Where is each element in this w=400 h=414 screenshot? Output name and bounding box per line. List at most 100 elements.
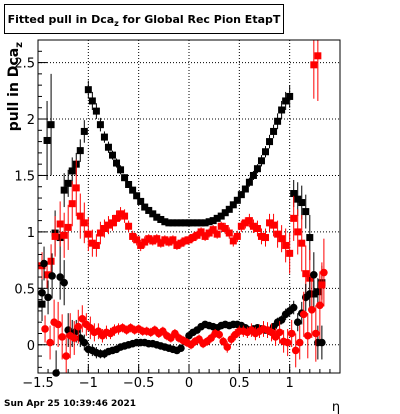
data-point — [205, 229, 213, 237]
series-3 — [38, 246, 326, 377]
data-point — [43, 136, 51, 144]
data-point — [161, 218, 169, 226]
y-axis-title: pull in Dcaz — [6, 42, 25, 131]
data-point — [209, 217, 217, 225]
data-point — [40, 259, 48, 268]
y-tick-label: 2 — [27, 113, 35, 128]
data-point — [145, 235, 153, 243]
data-point — [44, 293, 52, 302]
data-point — [125, 180, 133, 188]
data-point — [78, 315, 87, 323]
data-point — [266, 138, 274, 146]
data-point — [177, 219, 185, 227]
data-point — [141, 238, 149, 246]
data-point — [217, 212, 225, 220]
data-point — [310, 61, 318, 69]
data-point — [121, 174, 129, 182]
series-4 — [41, 238, 328, 373]
data-point — [145, 206, 153, 214]
data-point — [306, 234, 314, 242]
data-point — [249, 171, 257, 179]
data-point — [80, 219, 88, 227]
data-point — [149, 210, 157, 218]
data-point — [316, 301, 324, 310]
x-tick-label: −1 — [79, 376, 98, 391]
data-point — [312, 329, 320, 338]
data-point — [189, 219, 197, 227]
data-point — [197, 228, 205, 236]
y-tick-label: 0 — [27, 339, 35, 354]
data-point — [137, 197, 145, 205]
chart-title: Fitted pull in Dcaz for Global Rec Pion … — [5, 13, 283, 28]
data-point — [223, 343, 232, 351]
data-point — [318, 338, 326, 347]
data-point — [193, 219, 201, 227]
series-2 — [38, 40, 326, 308]
data-point — [221, 209, 229, 217]
data-point — [209, 226, 217, 234]
data-point — [286, 92, 294, 100]
data-point — [193, 231, 201, 239]
data-point — [213, 214, 221, 222]
data-point — [290, 190, 298, 198]
data-point — [257, 232, 265, 240]
data-point — [165, 219, 173, 227]
data-point — [257, 157, 265, 165]
x-tick-label: 0 — [185, 376, 193, 391]
y-tick-label: 1 — [27, 226, 35, 241]
data-point — [96, 229, 104, 237]
data-point — [299, 310, 308, 319]
data-point — [278, 106, 286, 114]
chart-title-rest: for Global Rec Pion EtapT — [118, 13, 281, 26]
data-point — [161, 236, 169, 244]
data-point — [229, 201, 237, 209]
data-point — [133, 192, 141, 200]
data-point — [303, 331, 312, 340]
data-point — [294, 228, 302, 236]
data-point — [104, 221, 112, 229]
data-point — [173, 219, 181, 227]
data-point — [51, 232, 59, 240]
data-point — [241, 219, 249, 227]
data-point — [169, 219, 177, 227]
data-point — [320, 268, 328, 277]
data-point — [121, 212, 129, 220]
data-point — [283, 338, 292, 347]
data-point — [113, 159, 121, 167]
data-point — [241, 185, 249, 193]
data-point — [245, 217, 253, 225]
data-point — [249, 222, 257, 230]
data-point — [197, 219, 205, 227]
data-point — [80, 338, 89, 347]
data-point — [290, 214, 298, 222]
data-point — [245, 178, 253, 186]
data-point — [294, 195, 302, 203]
data-point — [100, 133, 108, 141]
data-point — [318, 281, 326, 289]
data-point — [282, 97, 290, 105]
series-1 — [38, 73, 326, 322]
data-point — [58, 333, 66, 341]
data-point — [185, 236, 193, 244]
chart-title-subscript: z — [114, 19, 119, 29]
data-point — [60, 186, 68, 194]
data-point — [84, 86, 92, 94]
data-point — [72, 184, 80, 192]
data-point — [68, 200, 76, 208]
data-point — [295, 338, 304, 347]
data-point — [298, 199, 306, 207]
data-point — [237, 222, 245, 230]
data-point — [108, 219, 116, 227]
data-point — [233, 196, 241, 204]
data-point — [125, 222, 133, 230]
data-point — [275, 328, 284, 337]
data-point — [308, 305, 316, 314]
data-point — [219, 337, 228, 346]
data-point — [62, 352, 70, 360]
data-point — [153, 213, 161, 221]
data-point — [270, 221, 278, 229]
data-point — [217, 222, 225, 230]
data-point — [43, 271, 51, 279]
data-point — [225, 229, 233, 237]
data-point — [76, 147, 84, 155]
